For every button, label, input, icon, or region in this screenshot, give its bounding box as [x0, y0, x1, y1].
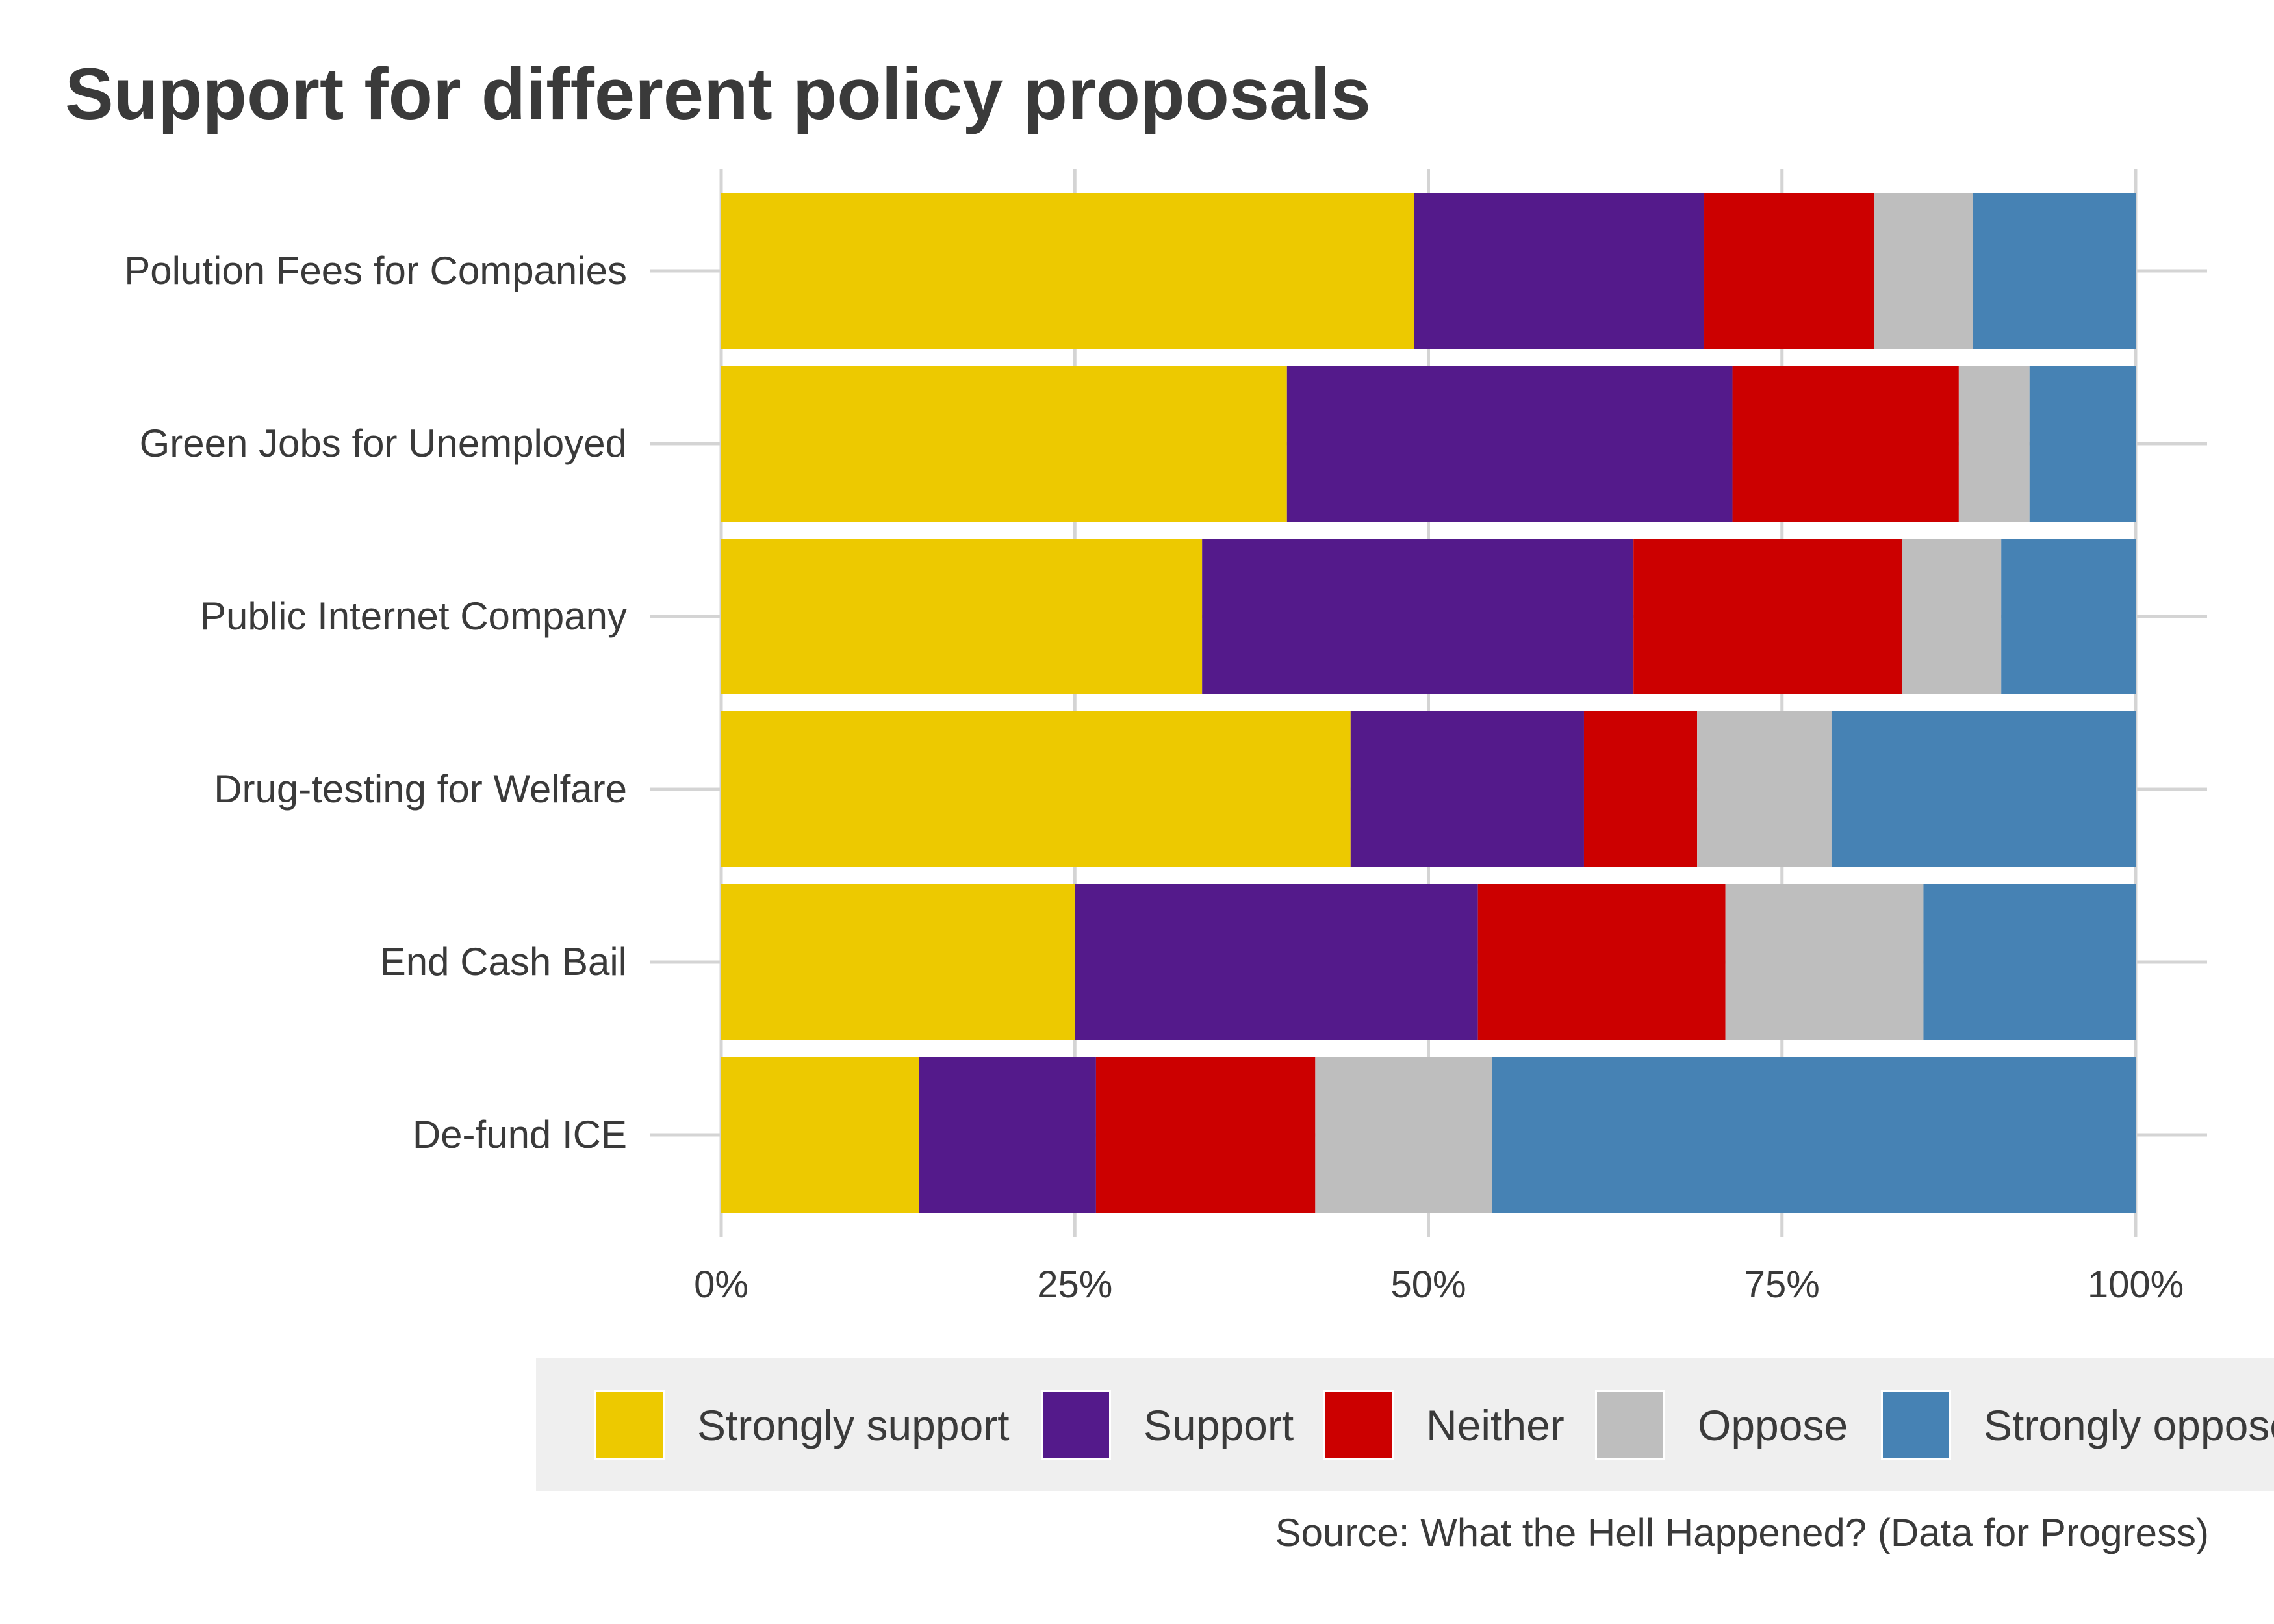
legend-item: Oppose	[1595, 1389, 1848, 1462]
source-caption: Source: What the Hell Happened? (Data fo…	[1275, 1511, 2209, 1554]
category-label: End Cash Bail	[380, 940, 627, 983]
category-label: Drug-testing for Welfare	[214, 767, 627, 811]
bar-segment	[721, 366, 1287, 522]
category-label: Green Jobs for Unemployed	[140, 422, 627, 465]
bar-segment	[721, 193, 1414, 349]
legend-swatch	[1881, 1390, 1951, 1460]
bar-segment	[721, 1057, 919, 1213]
bars	[721, 193, 2136, 1213]
bar-segment	[2001, 539, 2136, 694]
legend: Strongly support Support Neither Oppose Stro…	[536, 1358, 2274, 1491]
bar-segment	[1477, 884, 1726, 1040]
legend-swatch	[1041, 1390, 1111, 1460]
legend-label: Oppose	[1698, 1401, 1848, 1449]
bar-segment	[1350, 711, 1584, 867]
bar-segment	[1095, 1057, 1316, 1213]
bar-segment	[1315, 1057, 1492, 1213]
x-tick-label: 25%	[1037, 1263, 1112, 1306]
bar-segment	[2029, 366, 2136, 522]
bar-segment	[1286, 366, 1733, 522]
legend-item: Support	[1041, 1389, 1294, 1462]
x-tick-label: 50%	[1390, 1263, 1466, 1306]
x-tick-label: 75%	[1744, 1263, 1820, 1306]
bar-segment	[919, 1057, 1096, 1213]
bar-segment	[1923, 884, 2136, 1040]
chart-title: Support for different policy proposals	[65, 53, 1371, 134]
legend-item: Strongly oppose	[1881, 1389, 2274, 1462]
bar-segment	[1075, 884, 1478, 1040]
bar-segment	[721, 711, 1351, 867]
x-tick-label: 100%	[2088, 1263, 2184, 1306]
legend-label: Strongly support	[697, 1401, 1010, 1449]
category-label: De-fund ICE	[413, 1113, 627, 1156]
legend-label: Strongly oppose	[1984, 1401, 2274, 1449]
bar-segment	[1697, 711, 1832, 867]
bar-segment	[1973, 193, 2136, 349]
category-labels: Polution Fees for Companies Green Jobs fo…	[124, 249, 627, 1156]
bar-segment	[1725, 884, 1924, 1040]
bar-segment	[1732, 366, 1959, 522]
bar-segment	[1874, 193, 1973, 349]
bar-segment	[1704, 193, 1874, 349]
bar-segment	[1414, 193, 1705, 349]
legend-swatch	[1595, 1390, 1665, 1460]
bar-segment	[1902, 539, 2002, 694]
legend-label: Neither	[1426, 1401, 1565, 1449]
x-tick-label: 0%	[694, 1263, 748, 1306]
bar-segment	[1831, 711, 2136, 867]
legend-label: Support	[1143, 1401, 1294, 1449]
bar-segment	[1958, 366, 2030, 522]
legend-swatch	[594, 1390, 665, 1460]
legend-swatch	[1323, 1390, 1394, 1460]
category-label: Public Internet Company	[200, 594, 627, 638]
category-label: Polution Fees for Companies	[124, 249, 627, 292]
bar-segment	[1633, 539, 1902, 694]
legend-item: Strongly support	[594, 1389, 1010, 1462]
bar-segment	[1492, 1057, 2136, 1213]
legend-item: Neither	[1323, 1389, 1565, 1462]
bar-segment	[721, 884, 1075, 1040]
bar-segment	[721, 539, 1203, 694]
bar-segment	[1202, 539, 1634, 694]
bar-segment	[1583, 711, 1698, 867]
x-axis-tick-labels: 0% 25% 50% 75% 100%	[694, 1263, 2184, 1306]
